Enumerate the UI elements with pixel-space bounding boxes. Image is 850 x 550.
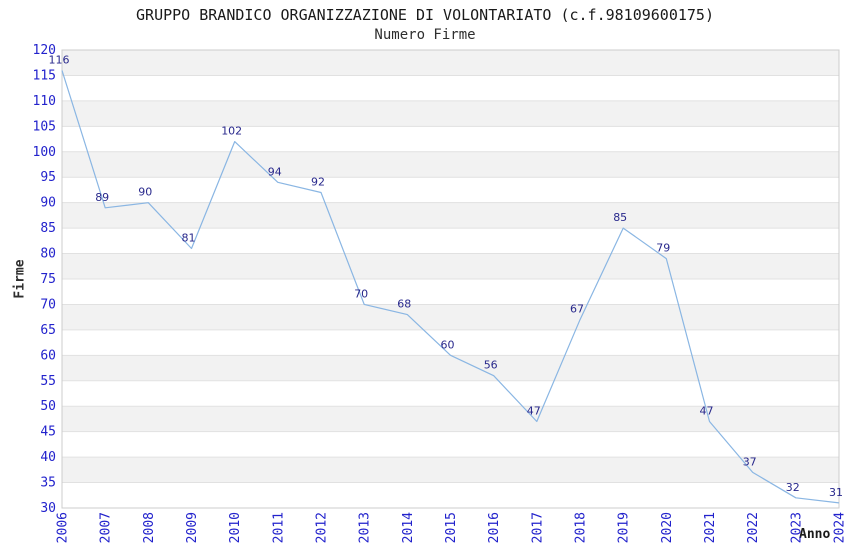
data-point-label: 102 — [221, 125, 242, 138]
x-tick-label: 2009 — [185, 512, 200, 543]
data-point-label: 92 — [311, 176, 325, 189]
grid-band — [62, 50, 839, 76]
data-point-label: 79 — [656, 242, 670, 255]
y-tick-label: 105 — [33, 119, 56, 134]
x-tick-label: 2022 — [746, 512, 761, 543]
data-point-label: 47 — [700, 405, 714, 418]
grid-band — [62, 253, 839, 279]
data-point-label: 81 — [182, 232, 196, 245]
x-tick-label: 2024 — [833, 512, 848, 543]
data-point-label: 89 — [95, 191, 109, 204]
x-tick-label: 2023 — [789, 512, 804, 543]
y-tick-label: 90 — [40, 196, 56, 211]
x-tick-label: 2006 — [56, 512, 71, 543]
grid-band — [62, 457, 839, 483]
y-tick-label: 55 — [40, 374, 56, 389]
data-point-label: 116 — [49, 53, 70, 66]
chart-subtitle: Numero Firme — [374, 27, 476, 43]
y-tick-label: 30 — [40, 501, 56, 516]
y-tick-label: 45 — [40, 425, 56, 440]
grid-band — [62, 151, 839, 178]
chart-title: GRUPPO BRANDICO ORGANIZZAZIONE DI VOLONT… — [136, 6, 714, 24]
plot-border — [61, 49, 840, 509]
x-tick-label: 2014 — [401, 512, 416, 543]
y-tick-label: 65 — [40, 323, 56, 338]
data-point-label: 60 — [441, 338, 455, 351]
data-point-label: 70 — [354, 287, 368, 300]
grid-band — [62, 202, 839, 229]
x-tick-label: 2019 — [617, 512, 632, 543]
y-tick-label: 100 — [33, 145, 56, 160]
grid-band — [62, 355, 839, 381]
x-tick-label: 2007 — [99, 512, 114, 543]
y-tick-label: 115 — [33, 68, 56, 83]
data-point-label: 37 — [743, 455, 757, 468]
y-tick-label: 50 — [40, 399, 56, 414]
data-point-label: 32 — [786, 481, 800, 494]
x-tick-label: 2016 — [487, 512, 502, 543]
data-point-label: 90 — [138, 186, 152, 199]
y-tick-label: 60 — [40, 348, 56, 363]
y-tick-label: 80 — [40, 247, 56, 262]
data-point-label: 31 — [829, 486, 843, 499]
y-tick-label: 35 — [40, 476, 56, 491]
x-tick-label: 2020 — [660, 512, 675, 543]
grid-band — [62, 406, 839, 432]
x-tick-label: 2021 — [703, 512, 718, 543]
x-tick-label: 2012 — [315, 512, 330, 543]
x-tick-label: 2010 — [228, 512, 243, 543]
y-tick-label: 85 — [40, 221, 56, 236]
x-tick-label: 2011 — [271, 512, 286, 543]
x-axis-label: Anno — [799, 527, 831, 542]
data-point-label: 56 — [484, 359, 498, 372]
data-line — [61, 70, 840, 504]
y-tick-label: 70 — [40, 297, 56, 312]
grid-band — [62, 304, 839, 330]
x-tick-label: 2008 — [142, 512, 157, 543]
x-tick-label: 2015 — [444, 512, 459, 543]
data-point-label: 47 — [527, 405, 541, 418]
y-tick-label: 40 — [40, 450, 56, 465]
x-tick-label: 2017 — [530, 512, 545, 543]
y-tick-label: 110 — [33, 94, 56, 109]
grid-band — [62, 100, 839, 127]
data-point-label: 68 — [397, 298, 411, 311]
x-tick-label: 2018 — [574, 512, 589, 543]
y-tick-label: 120 — [33, 43, 56, 58]
data-point-label: 85 — [613, 211, 627, 224]
x-tick-label: 2013 — [358, 512, 373, 543]
y-tick-label: 75 — [40, 272, 56, 287]
y-tick-label: 95 — [40, 170, 56, 185]
data-point-label: 94 — [268, 165, 282, 178]
data-point-label: 67 — [570, 303, 584, 316]
